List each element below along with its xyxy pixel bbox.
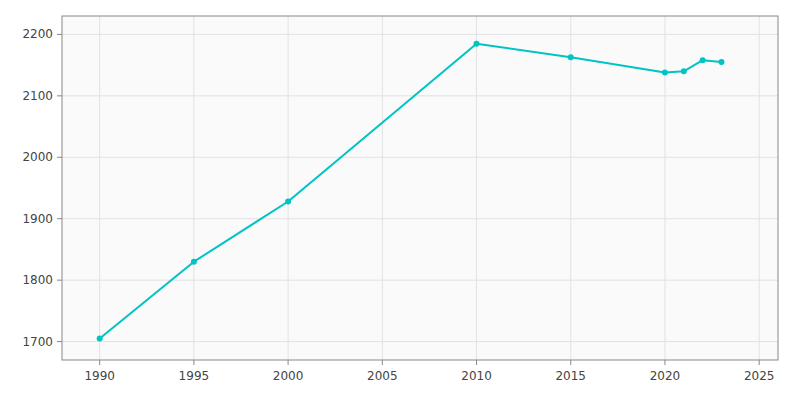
- y-tick-label: 2200: [22, 27, 53, 41]
- plot-frame: [62, 16, 778, 360]
- grid: [62, 16, 778, 360]
- x-grid-line: [759, 16, 760, 360]
- point: [474, 41, 480, 47]
- x-grid-line: [193, 16, 194, 360]
- x-tick: [570, 360, 571, 365]
- x-tick: [476, 360, 477, 365]
- line: [100, 44, 722, 339]
- point: [700, 57, 706, 63]
- x-tick-label: 2000: [273, 369, 304, 383]
- x-tick: [288, 360, 289, 365]
- x-tick: [759, 360, 760, 365]
- plot-background: [62, 16, 778, 360]
- x-tick-label: 2010: [461, 369, 492, 383]
- point: [568, 54, 574, 60]
- x-tick-label: 2005: [367, 369, 398, 383]
- y-grid-line: [62, 157, 778, 158]
- x-tick: [99, 360, 100, 365]
- axes: 1990 1995 2000 2005 2010 2015 2020 2025 1700 1800…: [22, 27, 774, 383]
- chart-container: 1990 1995 2000 2005 2010 2015 2020 2025 1700 1800…: [0, 0, 800, 400]
- x-tick-label: 1990: [84, 369, 115, 383]
- x-tick-label: 2015: [555, 369, 586, 383]
- y-tick: [57, 341, 62, 342]
- y-tick: [57, 280, 62, 281]
- x-tick: [664, 360, 665, 365]
- series: [97, 41, 725, 342]
- x-grid-line: [664, 16, 665, 360]
- y-grid-line: [62, 218, 778, 219]
- x-tick-label: 2025: [744, 369, 775, 383]
- y-tick-label: 1800: [22, 273, 53, 287]
- chart-svg: 1990 1995 2000 2005 2010 2015 2020 2025 1700 1800…: [0, 0, 800, 400]
- y-tick: [57, 95, 62, 96]
- y-tick-label: 1900: [22, 212, 53, 226]
- y-tick: [57, 34, 62, 35]
- x-grid-line: [99, 16, 100, 360]
- y-tick: [57, 157, 62, 158]
- point: [662, 70, 668, 76]
- x-tick: [382, 360, 383, 365]
- y-grid-line: [62, 34, 778, 35]
- point: [191, 259, 197, 265]
- x-tick-label: 1995: [179, 369, 210, 383]
- point: [97, 336, 103, 342]
- y-tick-label: 2100: [22, 89, 53, 103]
- x-grid-line: [382, 16, 383, 360]
- point: [285, 199, 291, 205]
- y-tick-label: 2000: [22, 150, 53, 164]
- y-tick: [57, 218, 62, 219]
- x-tick-label: 2020: [650, 369, 681, 383]
- x-grid-line: [570, 16, 571, 360]
- point: [718, 59, 724, 65]
- x-grid-line: [476, 16, 477, 360]
- x-grid-line: [288, 16, 289, 360]
- y-grid-line: [62, 95, 778, 96]
- x-tick: [193, 360, 194, 365]
- y-tick-label: 1700: [22, 335, 53, 349]
- point: [681, 68, 687, 74]
- y-grid-line: [62, 341, 778, 342]
